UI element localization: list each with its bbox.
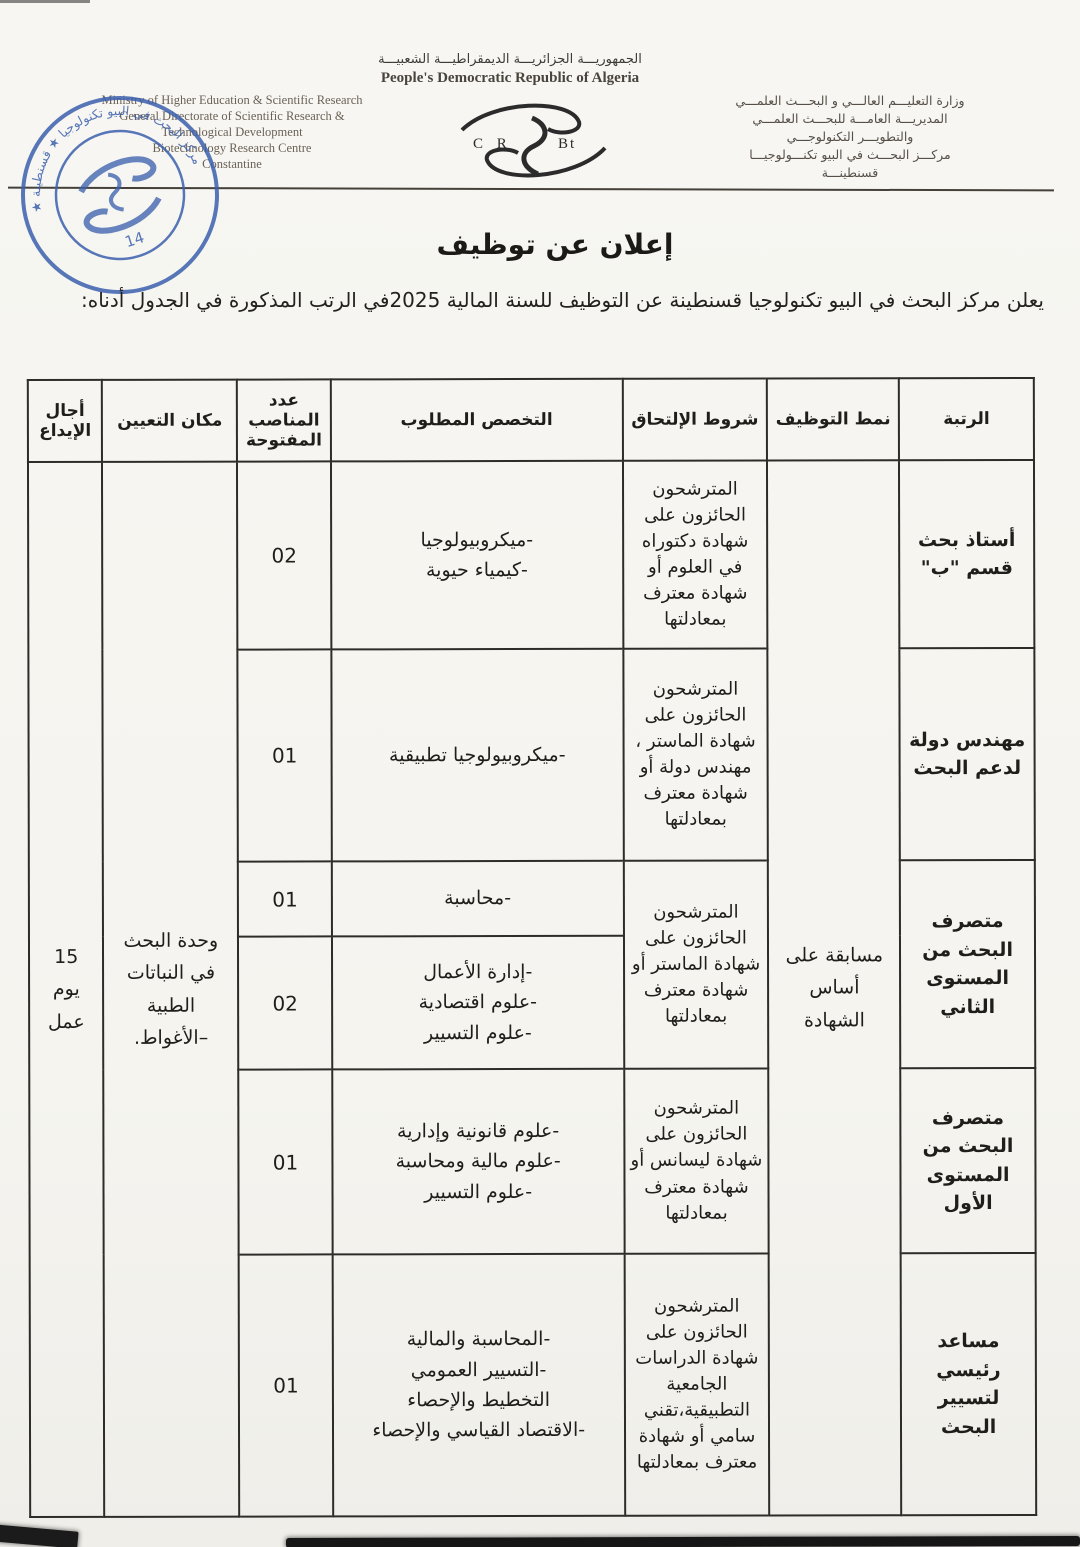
- logo-text-left: C R: [473, 136, 512, 152]
- rank-cell: متصرف البحث من المستوى الثاني: [900, 859, 1036, 1069]
- count-cell: 01: [238, 1254, 334, 1517]
- specialty-cell: -ميكروبيولوجيا تطبيقية: [331, 648, 624, 862]
- count-cell: 01: [238, 861, 332, 937]
- header-rank: الرتبة: [899, 377, 1034, 461]
- table-row: أستاذ بحث قسم "ب" مسابقة على أساس الشهاد…: [27, 459, 1035, 1518]
- specialty-cell: -إدارة الأعمال -علوم اقتصادية -علوم التس…: [331, 935, 624, 1070]
- count-cell: 02: [237, 461, 332, 650]
- header-deadline: أجال الإيداع: [27, 379, 103, 463]
- specialty-cell: -المحاسبة والمالية -التسيير العمومي التخ…: [332, 1253, 625, 1517]
- intro-text: يعلن مركز البحث في البيو تكنولوجيا قسنطي…: [81, 288, 1044, 312]
- republic-name-en: People's Democratic Republic of Algeria: [380, 70, 640, 86]
- rank-cell: مهندس دولة لدعم البحث: [899, 647, 1035, 861]
- recruitment-table: الرتبة نمط التوظيف شروط الإلتحاق التخصص …: [27, 377, 1037, 1518]
- org-block-ar: وزارة التعليـــم العالـــي و البحـــث ال…: [650, 92, 1050, 182]
- republic-header: الجمهوريـــة الجزائريـــة الديمقراطيـــة…: [300, 52, 720, 87]
- header-conditions: شروط الإلتحاق: [622, 378, 768, 461]
- scan-shadow-left: [0, 1524, 79, 1547]
- specialty-cell: -ميكروبيولوجيا -كيمياء حيوية: [330, 460, 623, 650]
- scan-edge-artifact: [0, 0, 90, 3]
- org-en-line: General Directorate of Scientific Resear…: [119, 109, 345, 123]
- stamp-number: 14: [123, 228, 147, 251]
- deadline-cell: 15 يوم عمل: [27, 461, 105, 1518]
- rank-cell: مساعد رئيسي لتسيير البحث: [900, 1252, 1037, 1516]
- count-cell: 01: [237, 649, 332, 862]
- page-title: إعلان عن توظيف: [436, 228, 674, 261]
- crbt-logo-icon: C R Bt: [460, 103, 607, 178]
- conditions-cell: المترشحون الحائزون على شهادة الماستر ، م…: [622, 648, 769, 861]
- rank-cell: أستاذ بحث قسم "ب": [899, 459, 1035, 649]
- org-ar-line: والتطويـــر التكنولوجـــي: [786, 129, 914, 144]
- official-stamp: ★ مركز البحث في البيو تكنولوجيا ★ قسنطين…: [14, 84, 219, 294]
- org-ar-line: مركـــز البحـــث في البيو تكنـــولوجيـــ…: [749, 147, 951, 162]
- table-header-row: الرتبة نمط التوظيف شروط الإلتحاق التخصص …: [27, 377, 1034, 463]
- republic-name-ar: الجمهوريـــة الجزائريـــة الديمقراطيـــة…: [378, 52, 642, 67]
- conditions-cell: المترشحون الحائزون على شهادة ليسانس أو ش…: [623, 1068, 770, 1254]
- org-en-line: Biotechnology Research Centre: [152, 141, 312, 155]
- count-cell: 02: [238, 936, 333, 1070]
- specialty-cell: -محاسبة: [331, 860, 624, 937]
- header-specialty: التخصص المطلوب: [330, 378, 623, 462]
- org-ar-line: المديريـــة العامـــة للبحـــث العلمـــي: [752, 111, 948, 126]
- logo-text-right: Bt: [558, 136, 576, 152]
- org-ar-line: قسنطينـــة: [821, 165, 879, 180]
- rank-cell: متصرف البحث من المستوى الأول: [900, 1067, 1036, 1254]
- header-mode: نمط التوظيف: [767, 378, 900, 461]
- specialty-cell: -علوم قانونية وإدارية -علوم مالية ومحاسب…: [332, 1068, 625, 1255]
- header-count: عدد المناصب المفتوحة: [237, 379, 331, 462]
- header-place: مكان التعيين: [102, 379, 238, 462]
- org-en-line: Constantine: [202, 157, 262, 171]
- org-ar-line: وزارة التعليـــم العالـــي و البحـــث ال…: [735, 93, 965, 108]
- mode-cell: مسابقة على أساس الشهادة: [767, 460, 902, 1516]
- place-cell: وحدة البحث في النباتات الطبية –الأغواط.: [102, 461, 240, 1517]
- conditions-cell: المترشحون الحائزون على شهادة الماستر أو …: [623, 860, 769, 1069]
- conditions-cell: المترشحون الحائزون على شهادة الدراسات ال…: [624, 1253, 770, 1516]
- conditions-cell: المترشحون الحائزون على شهادة دكتوراه في …: [622, 460, 768, 649]
- org-en-line: Ministry of Higher Education & Scientifi…: [101, 93, 363, 107]
- scan-shadow-bottom: [285, 1535, 1080, 1547]
- count-cell: 01: [238, 1069, 333, 1255]
